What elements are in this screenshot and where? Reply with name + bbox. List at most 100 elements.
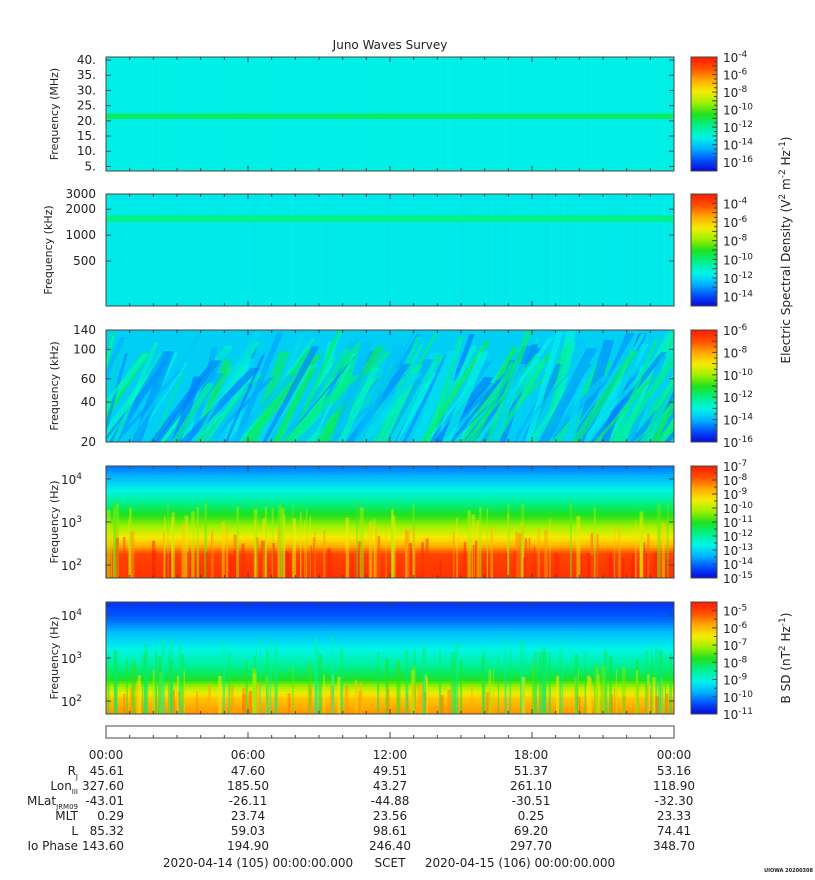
- emission-streak: [643, 542, 646, 578]
- colorbar-segment: [691, 144, 717, 147]
- colorbar-segment: [691, 58, 717, 62]
- colorbar-segment: [691, 622, 717, 625]
- y-tick-label: 20: [81, 435, 96, 449]
- emission-streak: [507, 369, 574, 442]
- emission-streak: [450, 652, 455, 714]
- colorbar-segment: [691, 194, 717, 197]
- emission-streak: [106, 510, 111, 578]
- y-axis-label: Frequency (Hz): [48, 481, 61, 564]
- colorbar-segment: [691, 142, 717, 145]
- colorbar-segment: [691, 414, 717, 417]
- emission-streak: [123, 693, 126, 714]
- ephemeris-value: 0.29: [97, 809, 124, 823]
- time-frame-label: SCET: [375, 856, 407, 870]
- emission-streak: [543, 651, 547, 714]
- colorbar-segment: [691, 214, 717, 217]
- time-axis: 00:00 06:00 12:00 18:00 00:00: [89, 725, 691, 762]
- emission-streak: [169, 658, 173, 714]
- emission-streak: [284, 551, 288, 578]
- emission-streak: [569, 502, 572, 578]
- colorbar-segment: [691, 514, 717, 517]
- emission-streak: [505, 376, 541, 442]
- colorbar-tick-label: 10-14: [723, 413, 753, 428]
- colorbar-segment: [691, 616, 717, 620]
- magnetic-colorbar-title: B SD (nT2 Hz-1): [778, 613, 793, 704]
- colorbar-segment: [691, 380, 717, 383]
- texture-line: [608, 194, 611, 306]
- emission-streak: [130, 531, 135, 578]
- colorbar-segment: [691, 650, 717, 653]
- colorbar-segment: [691, 630, 717, 633]
- colorbar-tick-label: 10-12: [723, 529, 753, 544]
- texture-line: [660, 194, 662, 306]
- colorbar-segment: [691, 278, 717, 281]
- colorbar-segment: [691, 477, 717, 480]
- colorbar-segment: [691, 125, 717, 128]
- emission-streak: [106, 333, 116, 377]
- colorbar-segment: [691, 482, 717, 486]
- colorbar-segment: [691, 697, 717, 700]
- colorbar-segment: [691, 574, 717, 577]
- emission-streak: [630, 559, 635, 578]
- colorbar-segment: [691, 412, 717, 415]
- y-tick-label: 10.: [77, 144, 96, 158]
- colorbar-tick-label: 10-10: [723, 690, 753, 705]
- colorbar-segment: [691, 257, 717, 260]
- emission-streak: [425, 538, 429, 578]
- colorbar-segment: [691, 661, 717, 665]
- emission-streak: [259, 638, 261, 714]
- colorbar-segment: [691, 507, 717, 510]
- colorbar-segment: [691, 503, 717, 506]
- emission-streak: [635, 670, 639, 714]
- emission-streak: [314, 531, 316, 578]
- emission-streak: [152, 372, 185, 442]
- emission-streak: [555, 675, 560, 714]
- colorbar-segment: [691, 114, 717, 117]
- colorbar-segment: [691, 546, 717, 549]
- emission-streak: [422, 647, 427, 714]
- colorbar-segment: [691, 352, 717, 355]
- spectrogram-image: [106, 330, 674, 442]
- colorbar-segment: [691, 240, 717, 244]
- emission-streak: [628, 388, 674, 442]
- texture-line: [423, 194, 426, 306]
- colorbar-segment: [691, 490, 717, 493]
- emission-streak: [313, 537, 315, 578]
- colorbar-segment: [691, 281, 717, 285]
- ephemeris-label: RJ: [68, 764, 78, 781]
- emission-streak: [586, 553, 591, 578]
- emission-streak: [193, 357, 244, 442]
- emission-streak: [377, 652, 380, 714]
- emission-streak: [306, 508, 308, 578]
- y-tick-label: 500: [73, 254, 96, 268]
- colorbar-segment: [691, 335, 717, 338]
- colorbar-segment: [691, 542, 717, 545]
- colorbar-segment: [691, 700, 717, 704]
- colorbar-segment: [691, 93, 717, 96]
- emission-streak: [589, 352, 667, 442]
- colorbar-segment: [691, 395, 717, 398]
- emission-streak: [586, 343, 650, 442]
- colorbar-segment: [691, 367, 717, 370]
- colorbar-segment: [691, 516, 717, 519]
- emission-streak: [611, 338, 659, 442]
- colorbar-segment: [691, 270, 717, 273]
- colorbar-segment: [691, 203, 717, 206]
- colorbar-segment: [691, 157, 717, 161]
- spectral-band: [106, 627, 674, 631]
- colorbar-tick-label: 10-11: [723, 707, 753, 722]
- background-emission: [106, 194, 674, 306]
- colorbar-segment: [691, 199, 717, 202]
- colorbar-segment: [691, 410, 717, 413]
- colorbar-segment: [691, 710, 717, 713]
- emission-streak: [645, 650, 649, 714]
- emission-streak: [421, 542, 424, 578]
- spectral-band: [106, 516, 674, 521]
- emission-streak: [410, 670, 415, 714]
- colorbar-segment: [691, 637, 717, 640]
- emission-streak: [492, 361, 548, 442]
- emission-streak: [173, 690, 175, 714]
- spectral-band: [106, 619, 674, 623]
- spectral-band: [106, 560, 674, 564]
- texture-line: [494, 194, 496, 306]
